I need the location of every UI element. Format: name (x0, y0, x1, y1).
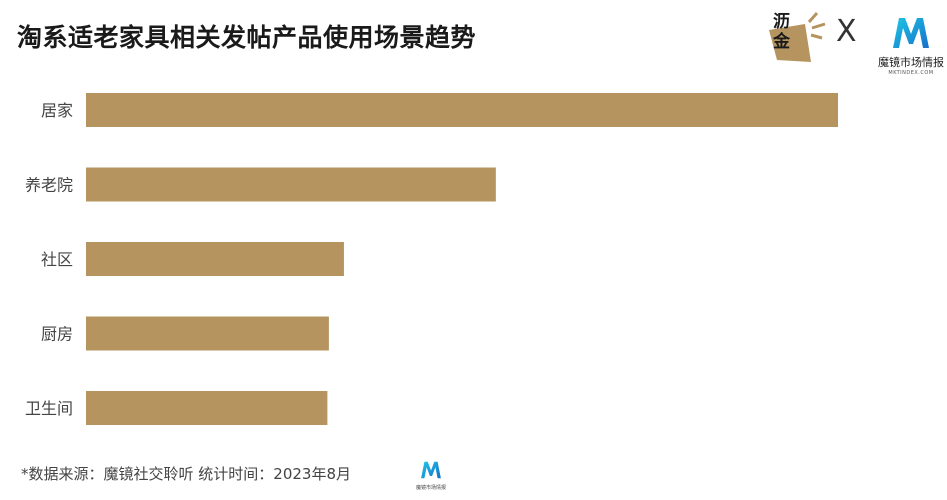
lijin-logo-text: 沥金 (773, 12, 790, 52)
lijin-logo-graphic (769, 12, 826, 62)
logo-separator: X (836, 14, 857, 49)
chart-title: 淘系适老家具相关发帖产品使用场景趋势 (17, 23, 477, 52)
mktindex-m-icon (893, 18, 929, 48)
category-label: 卫生间 (25, 399, 73, 418)
bar-3 (86, 316, 329, 351)
category-label: 居家 (41, 101, 73, 120)
bar-1 (86, 167, 496, 202)
mktindex-logo: 魔镜市场情报 MKTINDEX.COM (878, 16, 944, 76)
bar-0 (86, 93, 838, 127)
logo-area: 沥金 X 魔镜市场情报 MKTINDEX.COM (765, 10, 945, 76)
lijin-logo: 沥金 (765, 10, 827, 70)
footer-m-icon (421, 461, 441, 479)
footer-brand-name: 魔镜市场情报 (415, 485, 446, 491)
bar-4 (86, 391, 328, 425)
bar-2 (86, 242, 344, 276)
category-label: 厨房 (41, 325, 73, 344)
mktindex-name: 魔镜市场情报 (878, 56, 944, 69)
category-label: 社区 (41, 250, 73, 269)
footer-mktindex-logo: 魔镜市场情报 (413, 460, 449, 494)
mktindex-url: MKTINDEX.COM (888, 70, 934, 76)
data-source-note: *数据来源：魔镜社交聆听 统计时间：2023年8月 (21, 465, 351, 483)
category-label: 养老院 (25, 176, 73, 195)
